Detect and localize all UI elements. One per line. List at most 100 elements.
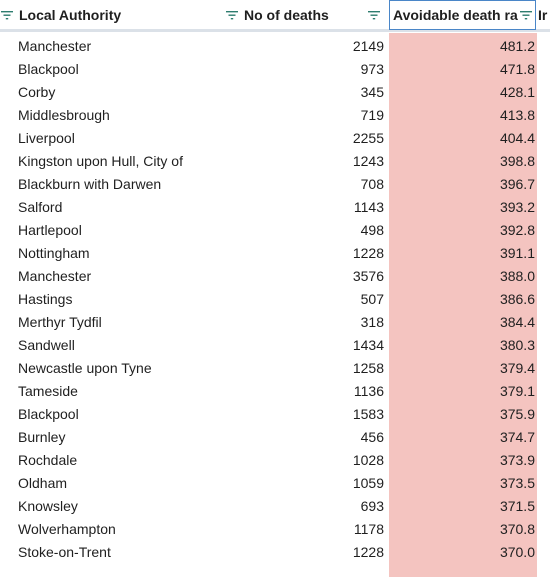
authority-cell[interactable]: Blackpool [18, 61, 79, 77]
deaths-cell[interactable]: 1583 [352, 406, 384, 422]
rate-cell[interactable]: 413.8 [499, 107, 535, 123]
rate-cell[interactable]: 398.8 [499, 153, 535, 169]
authority-cell[interactable]: Manchester [18, 38, 92, 54]
authority-cell[interactable]: Wolverhampton [18, 521, 116, 537]
rate-cell[interactable]: 379.1 [499, 383, 535, 399]
deaths-cell[interactable]: 708 [360, 176, 384, 192]
header-avoidable-death-rate[interactable]: Avoidable death ra [389, 0, 536, 30]
rate-cell[interactable]: 370.8 [499, 521, 535, 537]
table-row[interactable]: Salford 1143 393.2 [0, 196, 550, 219]
table-row[interactable]: Nottingham 1228 391.1 [0, 242, 550, 265]
table-row[interactable]: Rochdale 1028 373.9 [0, 449, 550, 472]
table-row[interactable]: Knowsley 693 371.5 [0, 495, 550, 518]
table-row[interactable]: Sandwell 1434 380.3 [0, 334, 550, 357]
table-row[interactable]: Blackburn with Darwen 708 396.7 [0, 173, 550, 196]
authority-cell[interactable]: Oldham [18, 475, 68, 491]
table-row[interactable]: Manchester 3576 388.0 [0, 265, 550, 288]
table-row[interactable]: Merthyr Tydfil 318 384.4 [0, 311, 550, 334]
authority-cell[interactable]: Middlesbrough [18, 107, 110, 123]
authority-cell[interactable]: Tameside [18, 383, 78, 399]
rate-cell[interactable]: 393.2 [499, 199, 535, 215]
deaths-cell[interactable]: 973 [360, 61, 384, 77]
filter-icon[interactable] [0, 8, 14, 22]
authority-cell[interactable]: Sandwell [18, 337, 75, 353]
header-local-authority[interactable]: Local Authority [0, 0, 238, 29]
table-row[interactable]: Oldham 1059 373.5 [0, 472, 550, 495]
authority-cell[interactable]: Blackburn with Darwen [18, 176, 162, 192]
deaths-cell[interactable]: 1059 [352, 475, 384, 491]
header-next-column[interactable]: Ir [538, 0, 550, 29]
rate-cell[interactable]: 428.1 [499, 84, 535, 100]
rate-cell[interactable]: 379.4 [499, 360, 535, 376]
deaths-cell[interactable]: 1143 [353, 199, 384, 215]
authority-cell[interactable]: Liverpool [18, 130, 75, 146]
header-no-of-deaths[interactable]: No of deaths [225, 0, 385, 29]
table-row[interactable]: Blackpool 973 471.8 [0, 58, 550, 81]
deaths-cell[interactable]: 456 [360, 429, 384, 445]
authority-cell[interactable]: Knowsley [18, 498, 78, 514]
deaths-cell[interactable]: 345 [360, 84, 384, 100]
rate-cell[interactable]: 471.8 [499, 61, 535, 77]
rate-cell[interactable]: 375.9 [499, 406, 535, 422]
rate-cell[interactable]: 370.0 [499, 544, 535, 560]
authority-cell[interactable]: Kingston upon Hull, City of [18, 153, 183, 169]
rate-cell[interactable]: 392.8 [499, 222, 535, 238]
authority-cell[interactable]: Salford [18, 199, 63, 215]
rate-cell[interactable]: 404.4 [499, 130, 535, 146]
authority-cell[interactable]: Nottingham [18, 245, 90, 261]
rate-cell[interactable]: 373.9 [499, 452, 535, 468]
rate-cell[interactable]: 373.5 [499, 475, 535, 491]
table-row[interactable]: Middlesbrough 719 413.8 [0, 104, 550, 127]
deaths-cell[interactable]: 507 [360, 291, 384, 307]
deaths-cell[interactable]: 2255 [352, 130, 384, 146]
filter-icon[interactable] [225, 8, 239, 22]
rate-cell[interactable]: 374.7 [499, 429, 535, 445]
table-row[interactable]: Kingston upon Hull, City of 1243 398.8 [0, 150, 550, 173]
authority-cell[interactable]: Stoke-on-Trent [18, 544, 111, 560]
table-row[interactable]: Newcastle upon Tyne 1258 379.4 [0, 357, 550, 380]
rate-cell[interactable]: 384.4 [499, 314, 535, 330]
authority-cell[interactable]: Burnley [18, 429, 66, 445]
table-row[interactable]: Corby 345 428.1 [0, 81, 550, 104]
table-row[interactable]: Liverpool 2255 404.4 [0, 127, 550, 150]
authority-cell[interactable]: Manchester [18, 268, 92, 284]
table-row[interactable]: Blackpool 1583 375.9 [0, 403, 550, 426]
authority-cell[interactable]: Blackpool [18, 406, 79, 422]
table-row[interactable]: Manchester 2149 481.2 [0, 35, 550, 58]
deaths-cell[interactable]: 693 [360, 498, 384, 514]
table-row[interactable]: Tameside 1136 379.1 [0, 380, 550, 403]
authority-cell[interactable]: Rochdale [18, 452, 78, 468]
table-row[interactable]: Wolverhampton 1178 370.8 [0, 518, 550, 541]
deaths-cell[interactable]: 318 [360, 314, 384, 330]
deaths-cell[interactable]: 2149 [352, 38, 384, 54]
table-row[interactable]: Hastings 507 386.6 [0, 288, 550, 311]
deaths-cell[interactable]: 1228 [352, 544, 384, 560]
deaths-cell[interactable]: 1434 [352, 337, 384, 353]
authority-cell[interactable]: Newcastle upon Tyne [18, 360, 152, 376]
filter-icon[interactable] [367, 8, 381, 22]
deaths-cell[interactable]: 1178 [353, 521, 384, 537]
deaths-cell[interactable]: 3576 [352, 268, 384, 284]
rate-cell[interactable]: 391.1 [499, 245, 535, 261]
header-rate-filter[interactable] [367, 0, 387, 29]
deaths-cell[interactable]: 1028 [352, 452, 384, 468]
table-row[interactable]: Hartlepool 498 392.8 [0, 219, 550, 242]
table-row[interactable]: Burnley 456 374.7 [0, 426, 550, 449]
rate-cell[interactable]: 388.0 [499, 268, 535, 284]
deaths-cell[interactable]: 1243 [352, 153, 384, 169]
rate-cell[interactable]: 481.2 [499, 38, 535, 54]
deaths-cell[interactable]: 1258 [352, 360, 384, 376]
rate-cell[interactable]: 386.6 [499, 291, 535, 307]
filter-icon[interactable] [519, 8, 533, 22]
deaths-cell[interactable]: 1136 [353, 383, 384, 399]
rate-cell[interactable]: 371.5 [499, 498, 535, 514]
authority-cell[interactable]: Hartlepool [18, 222, 82, 238]
deaths-cell[interactable]: 1228 [352, 245, 384, 261]
rate-cell[interactable]: 396.7 [499, 176, 535, 192]
deaths-cell[interactable]: 498 [360, 222, 384, 238]
authority-cell[interactable]: Corby [18, 84, 56, 100]
deaths-cell[interactable]: 719 [360, 107, 384, 123]
rate-cell[interactable]: 380.3 [499, 337, 535, 353]
table-row[interactable]: Stoke-on-Trent 1228 370.0 [0, 541, 550, 564]
authority-cell[interactable]: Merthyr Tydfil [18, 314, 102, 330]
